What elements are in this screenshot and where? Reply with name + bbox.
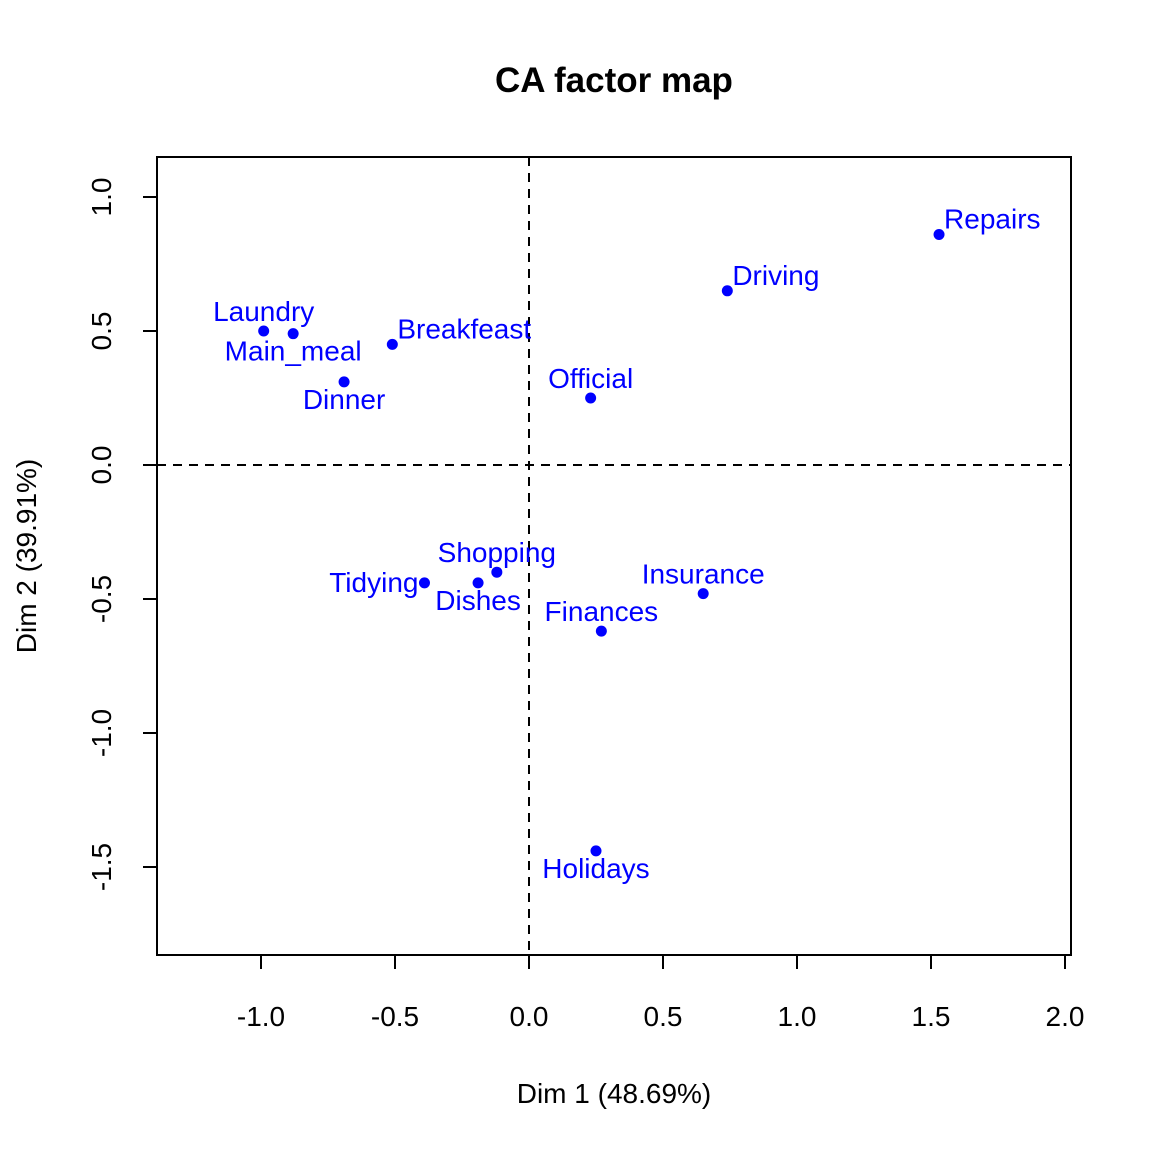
point-label-main_meal: Main_meal: [225, 336, 362, 367]
data-point-finances: [595, 625, 607, 637]
y-tick-label: -0.5: [86, 575, 117, 623]
x-tick-label: -0.5: [371, 1001, 419, 1032]
data-point-laundry: [258, 325, 270, 337]
x-tick-label: 1.5: [912, 1001, 951, 1032]
data-point-holidays: [590, 845, 602, 857]
data-point-main_meal: [287, 328, 299, 340]
y-tick-label: 1.0: [86, 178, 117, 217]
plot-frame-box: [156, 156, 1072, 956]
point-label-dishes: Dishes: [435, 585, 521, 616]
x-axis-label: Dim 1 (48.69%): [517, 1078, 712, 1109]
point-label-laundry: Laundry: [213, 296, 314, 327]
x-tick-label: 2.0: [1046, 1001, 1085, 1032]
x-tick-label: 0.5: [644, 1001, 683, 1032]
plot-area: -1.0 -0.5 0.0 0.5 1.0 1.5 2.0 1.0 0.5 0.0 -0.5 -1.0…: [86, 156, 1085, 1032]
y-tick-label: -1.0: [86, 709, 117, 757]
y-tick-label: -1.5: [86, 843, 117, 891]
data-point-dishes: [472, 577, 484, 589]
data-point-breakfeast: [386, 338, 398, 350]
point-label-shopping: Shopping: [438, 537, 556, 568]
point-label-dinner: Dinner: [303, 384, 385, 415]
point-label-driving: Driving: [732, 260, 819, 291]
point-label-breakfeast: Breakfeast: [397, 313, 531, 344]
data-point-driving: [721, 285, 733, 297]
data-point-dinner: [338, 376, 350, 388]
data-point-insurance: [697, 588, 709, 600]
point-label-insurance: Insurance: [642, 559, 765, 590]
chart-title: CA factor map: [495, 61, 733, 100]
y-axis-label: Dim 2 (39.91%): [11, 459, 42, 654]
y-tick-label: 0.5: [86, 312, 117, 351]
y-tick-label: 0.0: [86, 446, 117, 485]
data-point-shopping: [491, 566, 503, 578]
x-tick-label: -1.0: [237, 1001, 285, 1032]
data-point-tidying: [418, 577, 430, 589]
point-label-official: Official: [548, 363, 633, 394]
x-tick-label: 1.0: [778, 1001, 817, 1032]
x-tick-label: 0.0: [510, 1001, 549, 1032]
point-label-holidays: Holidays: [542, 853, 649, 884]
data-point-repairs: [933, 229, 945, 241]
data-point-official: [585, 392, 597, 404]
point-label-tidying: Tidying: [329, 567, 418, 598]
point-label-repairs: Repairs: [944, 204, 1040, 235]
point-label-finances: Finances: [545, 596, 659, 627]
